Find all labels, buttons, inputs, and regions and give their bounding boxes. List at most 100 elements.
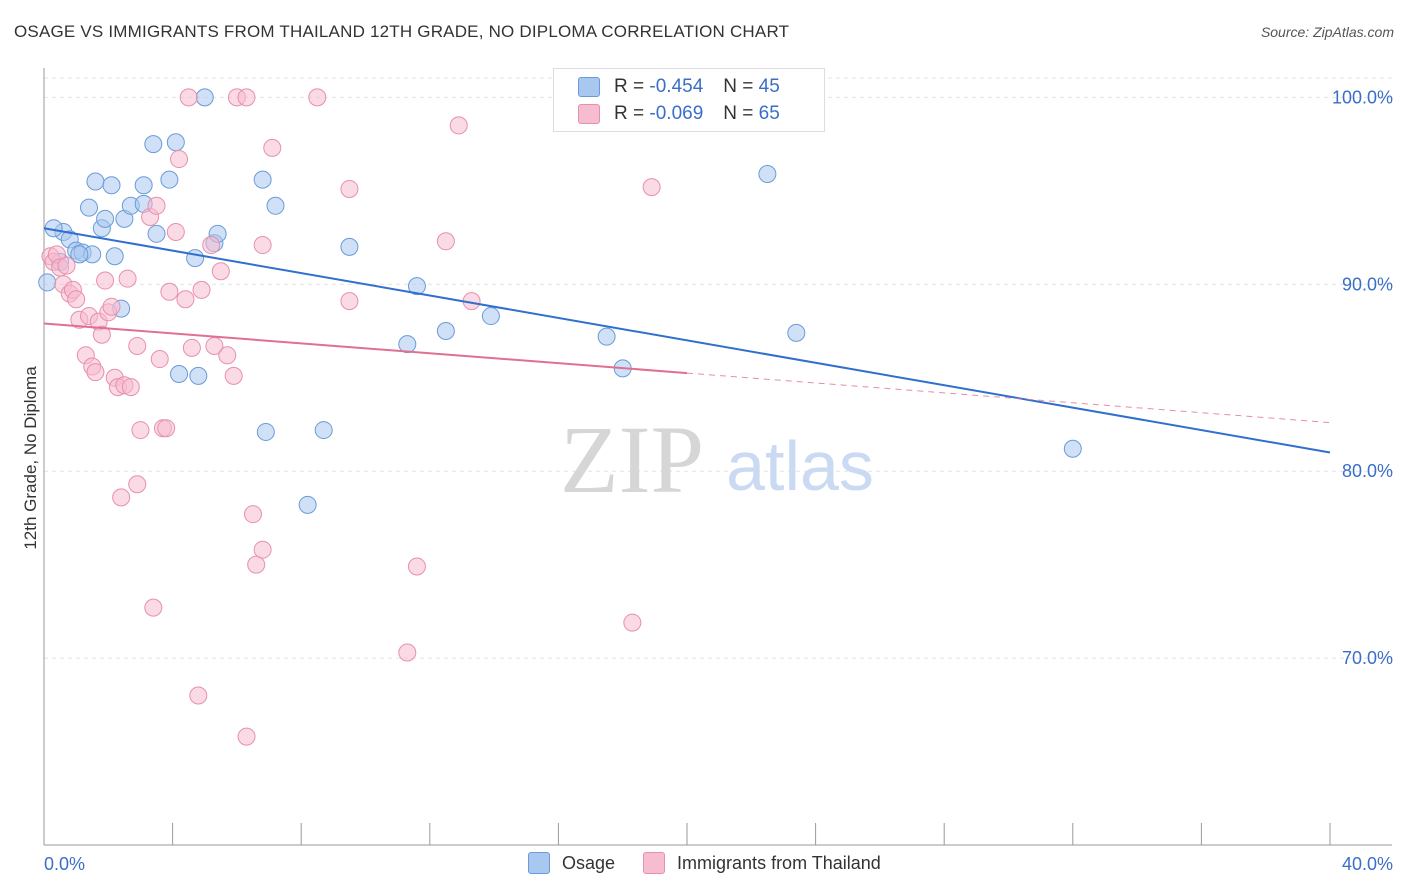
osage-point [86,172,105,191]
thailand-point [340,292,359,311]
thailand-point [211,262,230,281]
thailand-point [102,297,121,316]
thailand-point [263,138,282,157]
correlation-legend: R = -0.454 N = 45 R = -0.069 N = 65 [553,68,825,132]
thailand-point [57,256,76,275]
y-tick-label: 90.0% [1342,274,1393,294]
thailand-r-label: R = [614,103,645,124]
x-tick-label: 0.0% [44,854,85,874]
y-tick-label: 80.0% [1342,461,1393,481]
osage-point [38,273,57,292]
osage-point [758,165,777,184]
thailand-point [237,88,256,107]
thailand-legend-swatch [643,852,666,874]
thailand-point [449,116,468,135]
series-legend: Osage Immigrants from Thailand [528,852,909,874]
thailand-point [642,178,661,197]
thailand-point [179,88,198,107]
legend-row-thailand: R = -0.069 N = 65 [578,102,780,126]
legend-row-osage: R = -0.454 N = 45 [578,75,780,99]
y-axis-label: 12th Grade, No Diploma [21,366,40,550]
thailand-point [160,282,179,301]
thailand-point [92,325,111,344]
osage-point [147,224,166,243]
osage-point [170,365,189,383]
thailand-point [224,366,243,385]
thailand-point [67,290,86,309]
osage-point [105,247,124,266]
thailand-point [170,150,189,169]
thailand-point [192,280,211,299]
osage-point [1063,439,1082,458]
thailand-point [247,555,266,574]
thailand-point [407,557,426,576]
osage-point [266,196,285,215]
osage-point [189,366,208,385]
grid-lines [44,77,1392,659]
osage-legend-swatch [528,852,550,874]
osage-swatch [578,77,600,97]
thailand-n-label: N = [723,103,754,124]
osage-point [481,307,500,326]
osage-r-value: -0.454 [649,76,704,97]
osage-point [340,237,359,256]
thailand-trend-line [43,322,688,375]
legend-item-thailand: Immigrants from Thailand [643,852,881,874]
osage-point [253,170,272,189]
thailand-point [189,686,208,705]
axes [43,68,1392,846]
thailand-point [237,727,256,746]
thailand-point [150,350,169,369]
thailand-point [121,378,140,397]
thailand-point [253,236,272,255]
thailand-r-value: -0.069 [649,103,704,124]
source-label: Source: ZipAtlas.com [1260,24,1394,40]
osage-point [186,249,205,268]
thailand-legend-label: Immigrants from Thailand [677,852,881,873]
thailand-point [308,88,327,107]
thailand-point [128,475,147,494]
y-tick-label: 100.0% [1332,87,1393,107]
osage-point [160,170,179,189]
osage-point [256,422,275,441]
osage-n-label: N = [723,76,754,97]
thailand-point [340,179,359,198]
osage-trend-line [43,227,1331,454]
chart-title: OSAGE VS IMMIGRANTS FROM THAILAND 12TH G… [14,22,790,41]
osage-r-label: R = [614,76,645,97]
osage-point [314,421,333,440]
thailand-point [176,290,195,309]
osage-point [166,133,185,152]
thailand-point [96,271,115,290]
osage-point [96,209,115,228]
osage-point [70,245,89,264]
osage-point [787,323,806,342]
tick-labels: 70.0% 80.0% 90.0% 100.0% 0.0% 40.0% [44,87,1393,874]
thailand-point [157,419,176,438]
thailand-point [86,363,105,382]
thailand-point [436,232,455,251]
osage-point [398,335,417,354]
thailand-point [218,346,237,365]
thailand-point [131,421,150,440]
thailand-point [147,196,166,215]
thailand-point [243,505,262,524]
thailand-point [144,598,163,617]
watermark-atlas: atlas [726,427,874,505]
watermark-zip: ZIP [560,406,704,513]
thailand-point [253,540,272,559]
thailand-n-value: 65 [758,103,780,124]
thailand-point [202,236,221,255]
thailand-swatch [578,104,600,124]
thailand-point [118,269,137,288]
osage-point [134,176,153,195]
osage-point [144,135,163,154]
thailand-point [398,643,417,662]
thailand-trend-extension [686,372,1331,424]
thailand-point [112,488,131,507]
osage-n-value: 45 [758,76,780,97]
thailand-point [128,336,147,355]
thailand-point [182,338,201,357]
osage-point [597,327,616,346]
